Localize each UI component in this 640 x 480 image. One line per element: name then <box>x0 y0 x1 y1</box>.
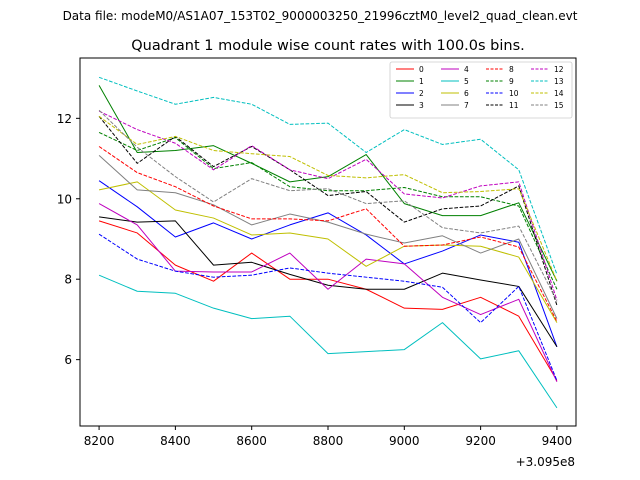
series-line-3 <box>99 216 558 348</box>
y-tick-label: 10 <box>57 192 72 206</box>
series-line-13 <box>98 76 558 275</box>
x-tick-label: 8600 <box>236 434 267 448</box>
series-line-12 <box>98 110 558 301</box>
x-axis-offset-label: +3.095e8 <box>516 455 575 469</box>
series-line-8 <box>98 146 558 322</box>
y-tick-label: 6 <box>64 353 72 367</box>
series-line-5 <box>98 274 558 409</box>
x-tick-label: 9400 <box>542 434 573 448</box>
legend-label-12: 12 <box>554 65 564 74</box>
series-line-2 <box>98 180 558 347</box>
y-tick-label: 12 <box>57 112 72 126</box>
legend-label-3: 3 <box>419 101 424 110</box>
legend-label-10: 10 <box>509 89 519 98</box>
x-axis-ticks: 8200 8400 8600 8800 9000 9200 9400 <box>84 426 572 448</box>
series-line-9 <box>98 131 558 290</box>
legend-label-8: 8 <box>509 65 514 74</box>
legend-label-9: 9 <box>509 77 514 86</box>
legend-box <box>389 61 573 119</box>
series-line-0 <box>98 220 558 381</box>
legend-label-1: 1 <box>419 77 424 86</box>
legend-label-11: 11 <box>509 101 519 110</box>
x-tick-label: 9000 <box>389 434 420 448</box>
legend-label-2: 2 <box>419 89 424 98</box>
y-tick-label: 8 <box>64 273 72 287</box>
x-tick-label: 9200 <box>465 434 496 448</box>
legend-label-0: 0 <box>419 65 424 74</box>
legend-label-13: 13 <box>554 77 564 86</box>
x-tick-label: 8400 <box>160 434 191 448</box>
legend-label-14: 14 <box>554 89 564 98</box>
x-tick-label: 8800 <box>313 434 344 448</box>
chart-suptitle: Data file: modeM0/AS1A07_153T02_90000032… <box>63 9 578 23</box>
series-line-7 <box>98 154 558 319</box>
legend-label-6: 6 <box>464 89 469 98</box>
legend-label-15: 15 <box>554 101 564 110</box>
series-line-15 <box>98 109 558 302</box>
legend-label-7: 7 <box>464 101 469 110</box>
series-line-10 <box>98 233 558 381</box>
x-tick-label: 8200 <box>84 434 115 448</box>
chart-title: Quadrant 1 module wise count rates with … <box>131 38 525 54</box>
y-axis-ticks: 6 8 10 12 <box>57 112 80 367</box>
plot-lines <box>98 76 558 409</box>
series-line-1 <box>98 85 558 282</box>
series-line-6 <box>98 181 558 323</box>
legend-label-5: 5 <box>464 77 469 86</box>
legend-label-4: 4 <box>464 65 469 74</box>
series-line-14 <box>98 115 558 282</box>
